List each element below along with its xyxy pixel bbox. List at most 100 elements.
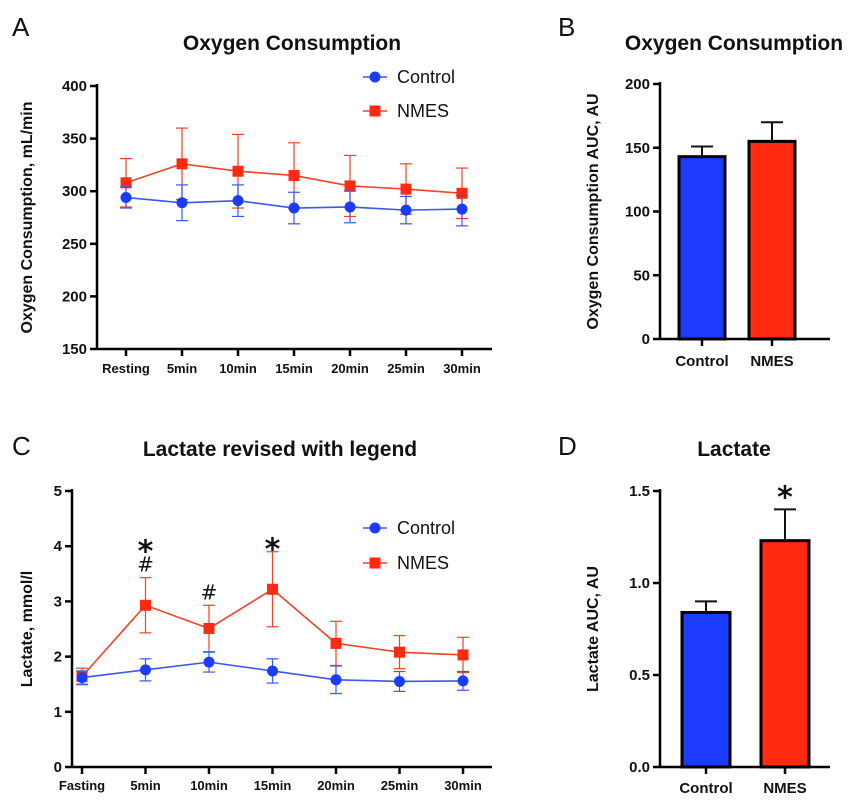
panel-c-x-tick-label: 5min bbox=[130, 778, 160, 793]
panel-c-x-tick-label: 25min bbox=[381, 778, 419, 793]
panel-b-bar-control bbox=[677, 155, 727, 341]
panel-b-group: Oxygen Consumption Oxygen Consumption AUC… bbox=[585, 32, 843, 370]
panel-d-x-tick-label: NMES bbox=[763, 780, 806, 797]
panel-a-series-nmes-point bbox=[344, 180, 356, 192]
panel-c-y-tick-label: 3 bbox=[54, 593, 62, 610]
panel-b-bar-nmes bbox=[747, 139, 797, 341]
panel-c-series-control-point bbox=[457, 675, 469, 687]
panel-c-y-tick-label: 2 bbox=[54, 649, 62, 666]
panel-c-series-nmes-point bbox=[330, 637, 342, 649]
panel-c-series-control-point bbox=[394, 675, 405, 687]
panel-c-series-control-point bbox=[76, 672, 88, 684]
panel-a-y-tick-label: 200 bbox=[62, 288, 87, 305]
panel-c-x-tick-label: Fasting bbox=[59, 778, 105, 793]
panel-c-significance-star: * bbox=[138, 535, 154, 570]
panel-c-y-tick-label: 5 bbox=[54, 483, 62, 500]
panel-c-significance-hash: # bbox=[137, 553, 154, 577]
panel-c-x-tick-label: 10min bbox=[190, 778, 228, 793]
panel-c-significance-hash: # bbox=[201, 580, 218, 604]
panel-a-series-control-point bbox=[232, 195, 244, 207]
panel-a-series-nmes-point bbox=[456, 187, 468, 199]
panel-c-series-control-point bbox=[267, 665, 278, 677]
panel-c-x-tick-label: 20min bbox=[317, 778, 355, 793]
panel-d-y-tick-label: 0.0 bbox=[629, 759, 650, 776]
panel-a-series-nmes-point bbox=[400, 183, 412, 195]
panel-c-significance-star: * bbox=[265, 533, 281, 568]
panel-a-series-nmes-point bbox=[232, 165, 244, 177]
panel-a-series-control-point bbox=[344, 201, 356, 213]
panel-a-series-nmes-point bbox=[176, 158, 188, 170]
panel-a-series-control-point bbox=[176, 197, 188, 209]
panel-a-x-tick-label: Resting bbox=[102, 361, 150, 376]
panel-d-bar-control bbox=[680, 610, 732, 769]
panel-c-y-tick-label: 1 bbox=[54, 704, 62, 721]
panel-a-x-tick-label: 20min bbox=[331, 361, 369, 376]
panel-a-series-control-point bbox=[288, 202, 300, 214]
panel-b-y-tick-label: 100 bbox=[625, 204, 650, 221]
panel-b-y-tick-label: 200 bbox=[625, 76, 650, 93]
panel-letter-d: D bbox=[558, 431, 577, 461]
panel-a-series-nmes-point bbox=[120, 177, 132, 189]
panel-a-x-tick-label: 30min bbox=[443, 361, 481, 376]
panel-a-y-axis-label: Oxygen Consumption, mL/min bbox=[19, 101, 36, 333]
panel-d-bar-nmes bbox=[759, 539, 811, 769]
panel-c-series-control-point bbox=[330, 674, 342, 686]
panel-a-x-tick-label: 5min bbox=[167, 361, 197, 376]
panel-d-significance-star: * bbox=[777, 480, 793, 515]
panel-c-y-tick-label: 0 bbox=[54, 759, 62, 776]
panel-c-series-nmes-point bbox=[203, 622, 215, 634]
panel-a-y-tick-label: 300 bbox=[62, 183, 87, 200]
panel-d-group: Lactate Lactate AUC, AU 0.0 0.5 1.0 1.5 Contro… bbox=[585, 438, 830, 797]
panel-d-y-tick-label: 1.0 bbox=[629, 575, 650, 592]
panel-a-x-tick-label: 10min bbox=[219, 361, 257, 376]
panel-a-legend-control-label: Control bbox=[397, 67, 455, 87]
panel-c-legend-control-label: Control bbox=[397, 518, 455, 538]
panel-c-y-axis-label: Lactate, mmol/l bbox=[19, 571, 36, 687]
panel-c-x-tick-label: 30min bbox=[444, 778, 482, 793]
panel-a-series-control-point bbox=[456, 203, 468, 215]
panel-c-legend-nmes-label: NMES bbox=[397, 553, 449, 573]
panel-letter-c: C bbox=[12, 431, 31, 461]
panel-letter-b: B bbox=[558, 12, 575, 42]
panel-c-x-tick-label: 15min bbox=[254, 778, 292, 793]
panel-b-x-tick-label: NMES bbox=[750, 353, 793, 370]
panel-b-y-tick-label: 0 bbox=[642, 331, 650, 348]
panel-c-series-control-point bbox=[203, 656, 215, 668]
panel-a-legend-control-marker bbox=[369, 71, 381, 83]
panel-a-y-tick-label: 150 bbox=[62, 341, 87, 358]
panel-a-series-control-point bbox=[400, 204, 412, 216]
panel-d-x-tick-label: Control bbox=[679, 780, 732, 797]
panel-b-x-tick-label: Control bbox=[675, 353, 728, 370]
panel-letter-a: A bbox=[12, 12, 30, 42]
panel-a-title: Oxygen Consumption bbox=[183, 32, 401, 55]
panel-c-legend-nmes-marker bbox=[369, 557, 381, 569]
panel-c-series-nmes-point bbox=[267, 583, 278, 595]
panel-c-legend-control-marker bbox=[369, 522, 381, 534]
panel-a-x-tick-label: 25min bbox=[387, 361, 425, 376]
panel-d-y-tick-label: 0.5 bbox=[629, 667, 650, 684]
panel-a-group: Oxygen Consumption Oxygen Consumption, mL… bbox=[19, 32, 492, 376]
panel-a-y-tick-label: 250 bbox=[62, 236, 87, 253]
panel-a-y-tick-label: 400 bbox=[62, 78, 87, 95]
panel-b-title: Oxygen Consumption bbox=[625, 32, 843, 55]
panel-a-legend-nmes-marker bbox=[369, 105, 381, 117]
panel-c-series-nmes-point bbox=[140, 599, 151, 611]
panel-a-series-nmes-point bbox=[288, 169, 300, 181]
panel-b-y-tick-label: 50 bbox=[633, 267, 650, 284]
panel-d-y-tick-label: 1.5 bbox=[629, 483, 650, 500]
panel-d-title: Lactate bbox=[697, 438, 771, 461]
panel-c-series-nmes-point bbox=[457, 649, 469, 661]
panel-d-y-axis-label: Lactate AUC, AU bbox=[585, 566, 602, 692]
panel-a-series-control-point bbox=[120, 192, 132, 204]
panel-c-group: Lactate revised with legend Lactate, mmol… bbox=[19, 438, 492, 793]
panel-a-legend-nmes-label: NMES bbox=[397, 101, 449, 121]
panel-c-series-nmes-point bbox=[394, 646, 405, 658]
panel-b-y-tick-label: 150 bbox=[625, 140, 650, 157]
panel-a-y-tick-label: 350 bbox=[62, 131, 87, 148]
panel-c-y-tick-label: 4 bbox=[54, 538, 63, 555]
panel-c-series-control-point bbox=[140, 664, 151, 676]
panel-a-x-tick-label: 15min bbox=[275, 361, 313, 376]
panel-c-title: Lactate revised with legend bbox=[143, 438, 417, 461]
panel-b-y-axis-label: Oxygen Consumption AUC, AU bbox=[585, 93, 602, 329]
